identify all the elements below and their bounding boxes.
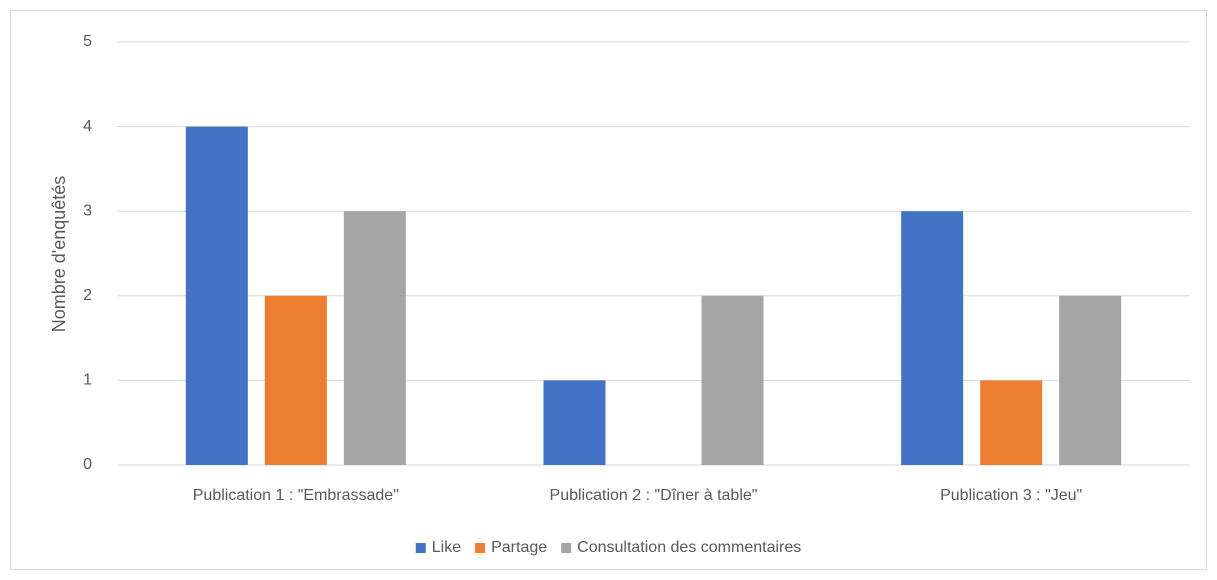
x-tick-label: Publication 1 : "Embrassade" <box>193 487 399 504</box>
bar <box>343 211 406 465</box>
bar <box>1059 295 1122 465</box>
y-axis-label: Nombre d'enquêtés <box>49 176 69 333</box>
y-tick-label: 3 <box>83 202 92 219</box>
legend-swatch <box>475 543 486 553</box>
legend-label: Partage <box>491 539 547 556</box>
y-tick-label: 1 <box>83 372 92 389</box>
legend-label: Consultation des commentaires <box>577 539 801 556</box>
bar <box>701 295 764 465</box>
x-tick-label: Publication 2 : "Dîner à table" <box>550 487 758 504</box>
bar <box>264 295 327 465</box>
bar <box>980 380 1043 465</box>
legend-label: Like <box>432 539 461 556</box>
y-tick-label: 4 <box>83 118 92 135</box>
y-tick-label: 2 <box>83 287 92 304</box>
y-tick-label: 0 <box>83 456 92 473</box>
bar <box>901 211 964 465</box>
legend-swatch <box>561 543 572 553</box>
bar <box>543 380 606 465</box>
bar <box>185 126 248 465</box>
legend-swatch <box>415 543 426 553</box>
x-tick-label: Publication 3 : "Jeu" <box>940 487 1082 504</box>
y-tick-label: 5 <box>83 33 92 50</box>
